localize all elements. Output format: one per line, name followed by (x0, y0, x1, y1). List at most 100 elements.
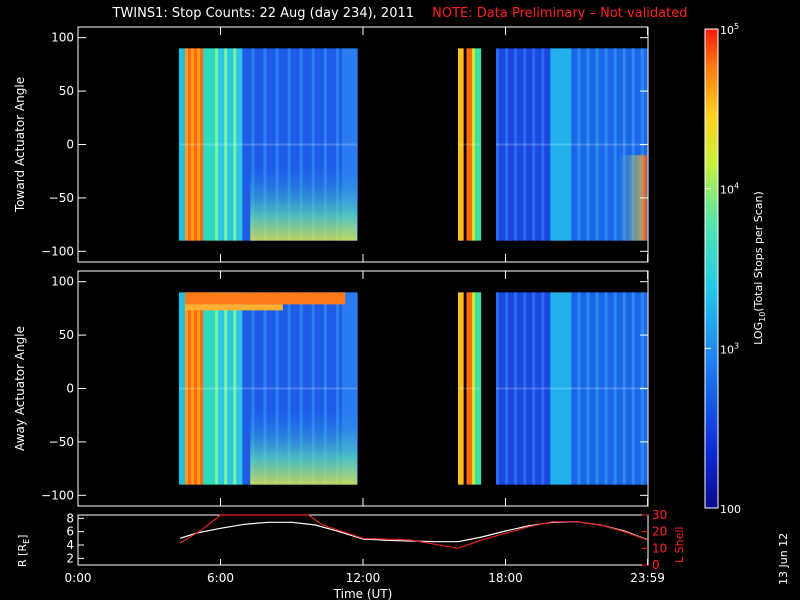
heatmap-column (458, 48, 462, 241)
heatmap-column (323, 48, 328, 241)
panel2-block-0 (178, 292, 358, 485)
chart-title-note: NOTE: Data Preliminary – Not validated (432, 6, 688, 21)
time-axis-label: Time (UT) (333, 587, 393, 600)
heatmap-column (532, 292, 536, 485)
heatmap-column (281, 48, 286, 241)
heatmap-column (589, 48, 594, 241)
heatmap-column (568, 48, 573, 241)
heatmap-column (496, 292, 500, 485)
heatmap-column (523, 292, 527, 485)
heatmap-column (613, 48, 618, 241)
heatmap-column (308, 48, 313, 241)
heatmap-column (200, 292, 204, 485)
heatmap-column (248, 48, 252, 241)
heatmap-column (242, 48, 246, 241)
heatmap-column (236, 48, 240, 241)
heatmap-column (351, 292, 355, 485)
heatmap-column (538, 48, 542, 241)
l-shell-line (179, 514, 648, 549)
colorbar-tick-base: 10 (720, 343, 734, 356)
y-tick-label: 0 (66, 138, 74, 152)
heatmap-column (187, 48, 192, 241)
heatmap-column (474, 48, 479, 241)
heatmap-column (520, 48, 524, 241)
heatmap-column (622, 48, 627, 241)
heatmap-column (239, 292, 243, 485)
heatmap-column (529, 48, 533, 241)
heatmap-column (474, 292, 479, 485)
heatmap-column (625, 48, 630, 241)
heatmap-column (287, 292, 292, 485)
heatmap-column (275, 292, 280, 485)
heatmap-column (565, 48, 569, 241)
r-tick-label: 2 (66, 551, 74, 565)
y-tick-label: 100 (51, 31, 74, 45)
heatmap-column (607, 48, 612, 241)
heatmap-column (266, 48, 271, 241)
heatmap-column (348, 292, 352, 485)
colorbar-frame (704, 28, 719, 509)
heatmap-column (598, 292, 603, 485)
heatmap-column (284, 292, 289, 485)
heatmap-column (293, 48, 298, 241)
heatmap-column (308, 292, 313, 485)
heatmap-column (505, 48, 509, 241)
heatmap-column (206, 48, 210, 241)
heatmap-column (287, 48, 292, 241)
r-axis-label-prefix: R [R (16, 544, 29, 567)
colorbar-tick-exp: 3 (734, 341, 739, 350)
heatmap-column (320, 48, 325, 241)
away-heatmap-data (178, 292, 648, 485)
heatmap-column (302, 48, 307, 241)
heatmap-column (634, 292, 639, 485)
heatmap-column (514, 48, 518, 241)
l-shell-tick-label: 30 (652, 508, 667, 522)
heatmap-column (619, 48, 624, 241)
heatmap-column (580, 48, 585, 241)
heatmap-top-band-2 (184, 304, 283, 311)
heatmap-column (218, 48, 222, 241)
y-tick-label: 50 (59, 84, 74, 98)
r-axis-label-suffix: ] (16, 535, 29, 539)
colorbar-label-suffix: (Total Stops per Scan) (752, 191, 765, 312)
r-distance-line (179, 521, 648, 543)
colorbar-tick-label: 100 (720, 503, 741, 516)
heatmap-column (206, 292, 210, 485)
colorbar-tick-label: 104 (720, 182, 739, 197)
heatmap-column (335, 48, 340, 241)
r-tick-label: 8 (66, 511, 74, 525)
heatmap-column (348, 48, 352, 241)
ephemeris-lines (179, 514, 648, 549)
heatmap-column (511, 48, 515, 241)
heatmap-column (317, 48, 322, 241)
heatmap-column (272, 292, 277, 485)
heatmap-column (194, 48, 198, 241)
heatmap-column (559, 48, 563, 241)
heatmap-column (209, 48, 213, 241)
toward-heatmap-data (178, 48, 648, 241)
heatmap-column (508, 48, 512, 241)
heatmap-column (463, 48, 468, 241)
heatmap-column (194, 292, 198, 485)
heatmap-column (263, 292, 268, 485)
heatmap-column (191, 292, 195, 485)
heatmap-column (553, 292, 557, 485)
heatmap-column (622, 292, 627, 485)
heatmap-column (230, 48, 234, 241)
heatmap-column (583, 292, 588, 485)
heatmap-column (224, 48, 228, 241)
heatmap-column (538, 292, 542, 485)
heatmap-column (628, 48, 633, 241)
away-y-ticks: −100 −50 0 50 100 (41, 271, 649, 506)
heatmap-column (592, 292, 597, 485)
heatmap-column (302, 292, 307, 485)
heatmap-column (477, 48, 482, 241)
heatmap-column (272, 48, 277, 241)
heatmap-column (472, 292, 476, 485)
heatmap-column (550, 48, 554, 241)
r-tick-label: 4 (66, 538, 74, 552)
y-tick-label: 50 (59, 328, 74, 342)
heatmap-enhancement (250, 165, 358, 241)
l-shell-tick-label: 10 (652, 541, 667, 555)
heatmap-column (233, 292, 237, 485)
